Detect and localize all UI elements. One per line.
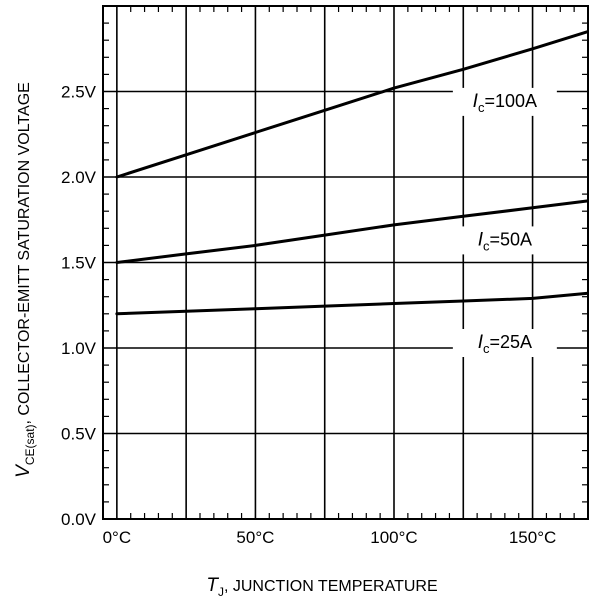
y-tick-label: 2.5V	[61, 83, 97, 102]
y-tick-label: 0.0V	[61, 510, 97, 529]
x-axis-subscript: J	[218, 585, 224, 599]
x-tick-label: 0°C	[103, 528, 132, 547]
series-line	[115, 199, 589, 264]
y-tick-label: 2.0V	[61, 168, 97, 187]
series-label-text: =25A	[489, 332, 532, 352]
series-label: Ic=50A	[478, 229, 532, 253]
series-label-symbol: I	[478, 332, 484, 353]
y-axis-text: , COLLECTOR-EMITT SATURATION VOLTAGE	[16, 82, 33, 424]
y-tick-label: 1.0V	[61, 339, 97, 358]
series-label-text: =100A	[484, 91, 537, 111]
plot-frame	[102, 5, 589, 520]
x-axis-title: TJ, JUNCTION TEMPERATURE	[206, 575, 437, 599]
series-label: Ic=100A	[473, 91, 537, 115]
x-tick-label: 50°C	[236, 528, 274, 547]
grid	[103, 6, 588, 519]
series-label-text: =50A	[489, 229, 532, 249]
series-label-background	[452, 226, 557, 255]
series-lines	[115, 30, 589, 316]
y-tick-label: 0.5V	[61, 425, 97, 444]
series-label-subscript: c	[483, 238, 490, 253]
tick-labels: 0.0V 0.5V 1.0V 1.5V 2.0V 2.5V 0°C 50°C 100°C 150°…	[61, 83, 556, 548]
x-axis-symbol: T	[206, 575, 219, 596]
y-axis-symbol: V	[13, 463, 34, 478]
x-tick-label: 150°C	[509, 528, 556, 547]
y-tick-label: 1.5V	[61, 254, 97, 273]
series-label-symbol: I	[478, 229, 484, 250]
series-line	[115, 30, 589, 179]
series-label-subscript: c	[483, 341, 490, 356]
series-label-subscript: c	[478, 100, 485, 115]
y-axis-title: VCE(sat), COLLECTOR-EMITT SATURATION VOL…	[13, 82, 37, 478]
series-label-symbol: I	[473, 91, 479, 112]
series-line	[115, 291, 589, 316]
series-label: Ic=25A	[478, 332, 532, 356]
x-axis-text: , JUNCTION TEMPERATURE	[224, 578, 438, 595]
series-label-background	[452, 87, 557, 116]
y-axis-subscript: CE(sat)	[23, 424, 37, 465]
series-label-background	[452, 329, 557, 357]
x-tick-label: 100°C	[370, 528, 417, 547]
